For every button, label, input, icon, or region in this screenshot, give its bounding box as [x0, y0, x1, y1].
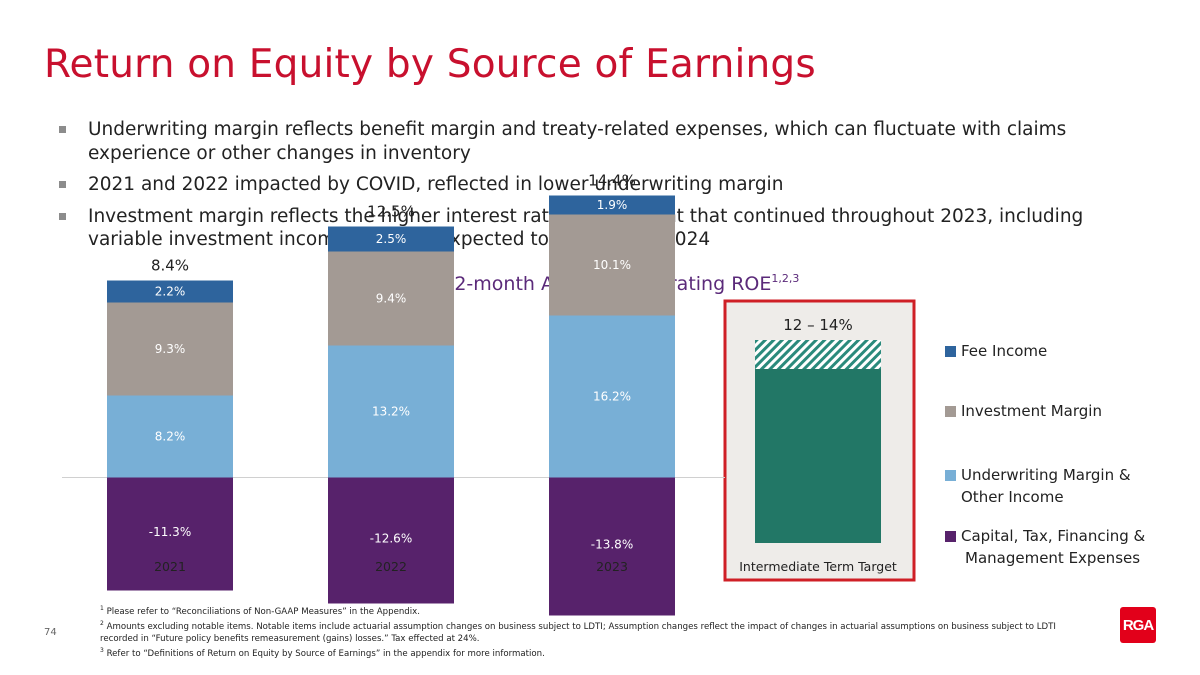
- footnote-1: 1 Please refer to “Reconciliations of No…: [100, 605, 420, 617]
- legend-swatch: [945, 531, 956, 542]
- rga-logo: RGA: [1120, 607, 1156, 643]
- bar-segment-fee-income-2023: [549, 195, 675, 215]
- legend-item-investment-margin: Investment Margin: [945, 400, 1102, 422]
- page-title: Return on Equity by Source of Earnings: [44, 42, 816, 87]
- bar-segment-capital-tax-2021: [107, 477, 233, 591]
- bar-label-investment-margin-2023: 10.1%: [593, 258, 631, 272]
- bar-segment-capital-tax-2022: [328, 477, 454, 604]
- footnote-3: 3 Refer to “Definitions of Return on Equ…: [100, 646, 545, 659]
- square-bullet-icon: [59, 212, 66, 220]
- bar-label-fee-income-2022: 2.5%: [376, 232, 407, 246]
- bar-label-underwriting-margin-2023: 16.2%: [593, 390, 631, 404]
- legend-item-underwriting-margin: Underwriting Margin & Other Income: [945, 464, 1131, 508]
- x-tick-label-2022: 2022: [375, 559, 407, 574]
- legend-label: Fee Income: [961, 342, 1048, 360]
- bar-label-fee-income-2021: 2.2%: [155, 285, 186, 299]
- bar-segment-fee-income-2021: [107, 280, 233, 303]
- bar-segment-investment-margin-2021: [107, 302, 233, 396]
- bar-segment-underwriting-margin-2023: [549, 315, 675, 478]
- bar-label-capital-tax-2022: -12.6%: [370, 532, 412, 546]
- bullet-text: 2021 and 2022 impacted by COVID, reflect…: [88, 174, 784, 195]
- x-tick-label-2021: 2021: [154, 559, 186, 574]
- bullet-list: Underwriting margin reflects benefit mar…: [58, 118, 1088, 260]
- total-label-2023: 14.4%: [588, 172, 636, 190]
- bar-label-capital-tax-2023: -13.8%: [591, 538, 633, 552]
- legend-item-fee-income: Fee Income: [945, 340, 1047, 362]
- legend-item-capital-tax: Capital, Tax, Financing & Management Expe…: [945, 525, 1145, 569]
- bar-segment-fee-income-2022: [328, 226, 454, 252]
- bar-segment-underwriting-margin-2022: [328, 345, 454, 478]
- bullet-item: 2021 and 2022 impacted by COVID, reflect…: [58, 173, 1088, 197]
- bar-segment-capital-tax-2023: [549, 477, 675, 616]
- bar-label-fee-income-2023: 1.9%: [597, 198, 628, 212]
- bar-label-underwriting-margin-2022: 13.2%: [372, 405, 410, 419]
- bar-segment-investment-margin-2023: [549, 214, 675, 316]
- total-label-2022: 12.5%: [367, 203, 415, 221]
- legend-label: Capital, Tax, Financing & Management Expe…: [961, 527, 1146, 567]
- bar-label-investment-margin-2022: 9.4%: [376, 292, 407, 306]
- x-tick-label-2023: 2023: [596, 559, 628, 574]
- target-bar: [755, 369, 881, 543]
- footnotes: 1 Please refer to “Reconciliations of No…: [100, 603, 1090, 660]
- bullet-item: Underwriting margin reflects benefit mar…: [58, 118, 1088, 165]
- square-bullet-icon: [59, 126, 66, 133]
- bar-label-underwriting-margin-2021: 8.2%: [155, 430, 186, 444]
- bar-segment-underwriting-margin-2021: [107, 395, 233, 478]
- x-tick-label-target: Intermediate Term Target: [739, 559, 897, 574]
- total-label-2021: 8.4%: [151, 257, 189, 275]
- legend-swatch: [945, 470, 956, 481]
- target-range-label: 12 – 14%: [783, 316, 852, 334]
- legend-label: Investment Margin: [961, 402, 1102, 420]
- bar-segment-investment-margin-2022: [328, 251, 454, 346]
- page-number: 74: [44, 627, 57, 638]
- bar-label-capital-tax-2021: -11.3%: [149, 525, 191, 539]
- legend-swatch: [945, 346, 956, 357]
- target-range-hatched: [755, 340, 881, 369]
- legend-swatch: [945, 406, 956, 417]
- footnote-2: 2 Amounts excluding notable items. Notab…: [100, 619, 1056, 644]
- chart-title-superscript: 1,2,3: [771, 272, 800, 285]
- square-bullet-icon: [59, 181, 66, 188]
- bar-label-investment-margin-2021: 9.3%: [155, 342, 186, 356]
- legend-label: Underwriting Margin & Other Income: [961, 466, 1131, 506]
- bullet-text: Underwriting margin reflects benefit mar…: [88, 119, 1067, 164]
